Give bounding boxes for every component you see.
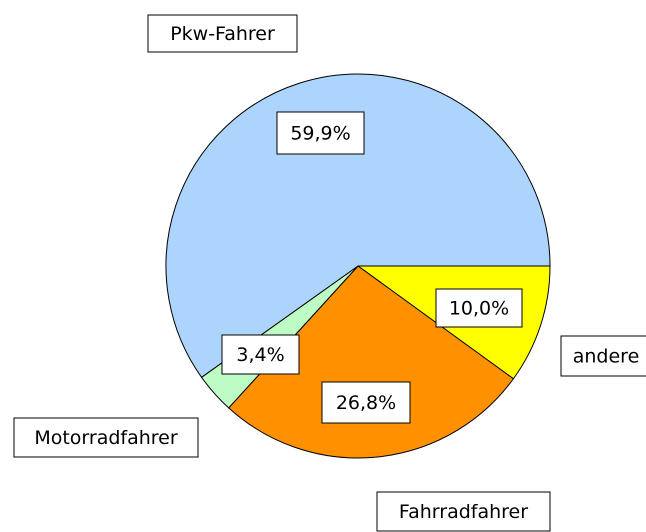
category-label-box <box>147 14 298 53</box>
pie-slice <box>227 265 515 459</box>
value-label: 26,8% <box>336 392 396 414</box>
category-label: Motorradfahrer <box>34 427 178 449</box>
category-label: Pkw-Fahrer <box>170 23 275 45</box>
value-label: 3,4% <box>236 344 284 366</box>
category-label-box <box>376 491 551 532</box>
value-label: 10,0% <box>449 298 509 320</box>
category-label-box <box>13 417 199 458</box>
value-label-box <box>321 381 411 424</box>
category-label-box <box>560 335 646 377</box>
pie-slice <box>165 73 551 378</box>
category-label: Fahrradfahrer <box>399 501 528 523</box>
category-label: andere <box>573 346 640 368</box>
value-label-box <box>221 334 300 375</box>
value-label: 59,9% <box>290 123 350 145</box>
value-label-box <box>435 288 523 328</box>
value-label-box <box>276 111 365 155</box>
